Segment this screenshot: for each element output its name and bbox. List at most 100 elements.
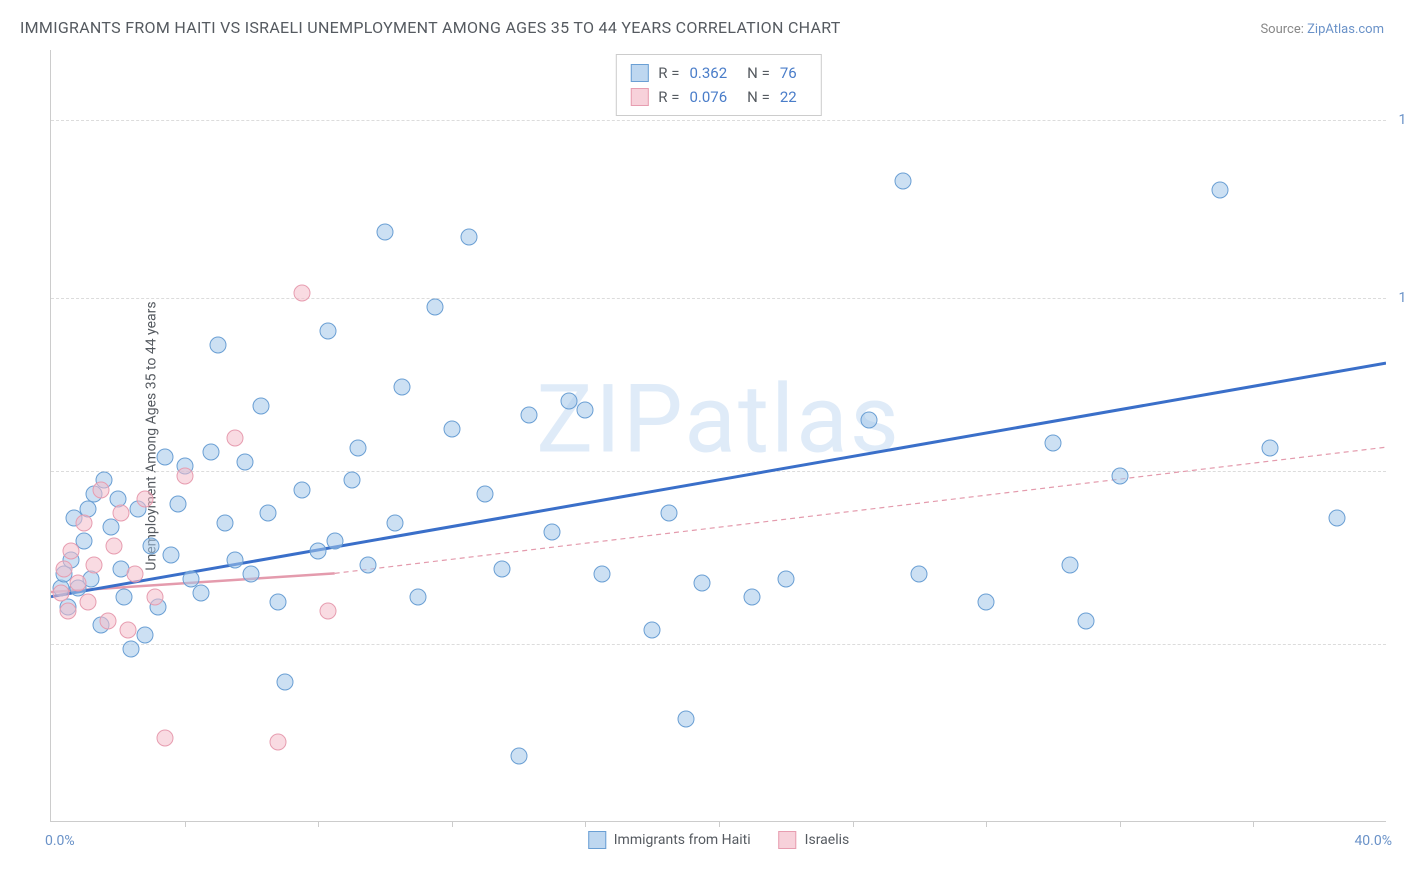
- scatter-point: [163, 547, 180, 564]
- x-tick: [318, 821, 319, 827]
- scatter-point: [226, 551, 243, 568]
- scatter-point: [343, 472, 360, 489]
- x-tick: [1253, 821, 1254, 827]
- scatter-point: [1045, 435, 1062, 452]
- x-tick: [585, 821, 586, 827]
- scatter-point: [69, 575, 86, 592]
- scatter-point: [520, 406, 537, 423]
- scatter-point: [477, 486, 494, 503]
- y-tick-label: 7.5%: [1390, 463, 1406, 479]
- scatter-point: [544, 523, 561, 540]
- legend-swatch: [588, 831, 606, 849]
- legend-swatch: [630, 64, 648, 82]
- legend-item: Israelis: [779, 831, 850, 849]
- scatter-point: [493, 561, 510, 578]
- y-tick-label: 11.2%: [1390, 290, 1406, 306]
- source-link[interactable]: ZipAtlas.com: [1307, 22, 1384, 37]
- scatter-point: [510, 748, 527, 765]
- scatter-point: [253, 397, 270, 414]
- y-tick-label: 15.0%: [1390, 112, 1406, 128]
- scatter-point: [443, 420, 460, 437]
- x-tick: [452, 821, 453, 827]
- scatter-point: [193, 584, 210, 601]
- scatter-point: [594, 566, 611, 583]
- scatter-point: [1262, 439, 1279, 456]
- scatter-point: [126, 566, 143, 583]
- scatter-point: [56, 561, 73, 578]
- scatter-point: [744, 589, 761, 606]
- legend-swatch: [630, 88, 648, 106]
- scatter-point: [293, 285, 310, 302]
- stats-row: R =0.076N =22: [630, 85, 806, 109]
- scatter-point: [911, 566, 928, 583]
- grid-line: [51, 298, 1386, 299]
- scatter-point: [123, 640, 140, 657]
- scatter-point: [387, 514, 404, 531]
- scatter-point: [460, 229, 477, 246]
- scatter-point: [226, 430, 243, 447]
- scatter-point: [76, 514, 93, 531]
- legend-label: Israelis: [805, 832, 850, 848]
- scatter-point: [270, 734, 287, 751]
- scatter-point: [560, 392, 577, 409]
- scatter-point: [103, 519, 120, 536]
- scatter-point: [243, 566, 260, 583]
- scatter-point: [377, 224, 394, 241]
- x-tick: [1120, 821, 1121, 827]
- scatter-point: [203, 444, 220, 461]
- scatter-point: [577, 402, 594, 419]
- plot-area: ZIPatlas Unemployment Among Ages 35 to 4…: [50, 50, 1386, 822]
- scatter-point: [106, 537, 123, 554]
- trend-lines: [51, 50, 1386, 821]
- scatter-point: [1212, 182, 1229, 199]
- scatter-point: [79, 594, 96, 611]
- scatter-point: [270, 594, 287, 611]
- scatter-point: [116, 589, 133, 606]
- scatter-point: [210, 336, 227, 353]
- scatter-point: [1061, 556, 1078, 573]
- y-axis-title: Unemployment Among Ages 35 to 44 years: [144, 301, 160, 570]
- scatter-point: [677, 711, 694, 728]
- grid-line: [51, 471, 1386, 472]
- scatter-point: [146, 589, 163, 606]
- scatter-point: [978, 594, 995, 611]
- stats-box: R =0.362N =76R =0.076N =22: [615, 54, 821, 116]
- scatter-point: [1078, 612, 1095, 629]
- scatter-point: [156, 449, 173, 466]
- scatter-point: [293, 481, 310, 498]
- x-tick: [185, 821, 186, 827]
- x-axis-min-label: 0.0%: [45, 833, 75, 849]
- scatter-point: [176, 467, 193, 484]
- scatter-point: [119, 622, 136, 639]
- x-tick: [986, 821, 987, 827]
- bottom-legend: Immigrants from Haiti Israelis: [588, 831, 850, 849]
- legend-item: Immigrants from Haiti: [588, 831, 751, 849]
- scatter-point: [143, 537, 160, 554]
- scatter-point: [894, 173, 911, 190]
- scatter-point: [410, 589, 427, 606]
- scatter-point: [310, 542, 327, 559]
- scatter-point: [260, 505, 277, 522]
- scatter-point: [169, 495, 186, 512]
- scatter-point: [156, 729, 173, 746]
- grid-line: [51, 120, 1386, 121]
- scatter-point: [99, 612, 116, 629]
- source-label: Source:: [1260, 22, 1303, 37]
- scatter-point: [393, 378, 410, 395]
- scatter-point: [86, 556, 103, 573]
- grid-line: [51, 644, 1386, 645]
- scatter-point: [360, 556, 377, 573]
- scatter-point: [1111, 467, 1128, 484]
- scatter-point: [660, 505, 677, 522]
- scatter-point: [236, 453, 253, 470]
- scatter-point: [326, 533, 343, 550]
- scatter-point: [216, 514, 233, 531]
- scatter-point: [777, 570, 794, 587]
- scatter-point: [276, 673, 293, 690]
- source-credit: Source: ZipAtlas.com: [1260, 22, 1384, 37]
- watermark: ZIPatlas: [536, 365, 901, 476]
- scatter-point: [53, 584, 70, 601]
- scatter-point: [113, 505, 130, 522]
- scatter-point: [694, 575, 711, 592]
- scatter-point: [59, 603, 76, 620]
